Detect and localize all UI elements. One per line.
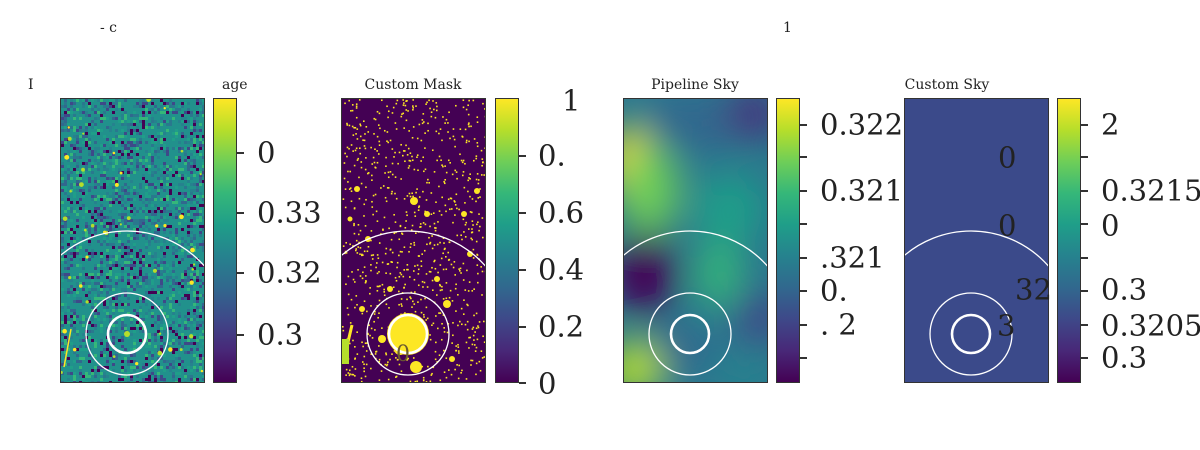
cbar-tick [237,152,244,154]
cbar-tick [800,190,807,192]
colorbar-tick-label: 0.322 [820,107,904,142]
colorbar-tick-label: 0 [257,135,276,170]
cbar-tick [1081,124,1088,126]
cbar-tick [519,326,526,328]
cbar-tick [519,382,526,384]
colorbar-tick-label: 0.3 [1101,272,1148,307]
panel-custom-mask-colorbar [495,98,519,383]
cbar-tick [1081,357,1088,359]
cbar-tick [1081,290,1088,292]
colorbar-tick-label: 0.3 [1101,340,1148,375]
outer-annulus-arc [624,230,767,267]
panel-image-heatmap [60,98,205,383]
panel-custom-sky-title: Custom Sky [904,77,990,93]
custom-sky-overlay-label: 32 [1015,272,1052,307]
panel-pipeline-sky-heatmap [623,98,768,383]
annulus-circle [85,292,169,376]
aperture-circle [387,313,429,355]
figure-top-center-label: 1 [783,20,792,36]
annulus-circle [648,292,732,376]
colorbar-tick-label: 0. [538,138,566,173]
cbar-tick [800,257,807,259]
custom-sky-overlay-label: 3 [997,308,1016,343]
cbar-tick [237,212,244,214]
panel-custom-sky-colorbar [1057,98,1081,383]
panel-custom-sky-heatmap [904,98,1049,383]
custom-sky-field [905,230,1048,376]
colorbar-tick-label: 0.6 [538,195,585,230]
panel-image-title-left: I [28,77,34,93]
panel-image-title-right: age [222,77,248,93]
mask-speckle-field [342,99,485,382]
cbar-tick [800,223,807,225]
cbar-tick [237,334,244,336]
cbar-tick [519,269,526,271]
annulus-circle [929,292,1013,376]
cbar-tick [1081,324,1088,326]
cbar-tick [1081,156,1088,158]
panel-image-colorbar [213,98,237,383]
colorbar-tick-label: 0.3215 [1101,173,1200,208]
panel-custom-mask-title: Custom Mask [364,77,462,93]
colorbar-tick-label: 0 [538,366,557,401]
outer-annulus-arc [905,230,1048,267]
pipeline-sky-field [624,99,767,382]
cbar-tick [1081,223,1088,225]
cbar-tick [800,357,807,359]
cbar-tick [1081,257,1088,259]
colorbar-tick-label: 0.3 [257,317,304,352]
colorbar-tick-label: 0.3205 [1101,308,1200,343]
outer-annulus-arc [342,230,485,267]
cbar-tick [800,156,807,158]
panel-pipeline-sky-title: Pipeline Sky [651,77,739,93]
panel-custom-mask-heatmap [341,98,486,383]
cbar-tick [800,290,807,292]
colorbar-tick-label: 1 [562,83,581,118]
custom-sky-overlay-label: 0 [998,140,1017,175]
aperture-circle [106,313,148,355]
colorbar-tick-label: 0.2 [538,309,585,344]
cbar-tick [800,324,807,326]
panel-pipeline-sky-colorbar [776,98,800,383]
annulus-circle [366,292,450,376]
colorbar-tick-label: 0 [1101,208,1120,243]
cbar-tick [800,124,807,126]
colorbar-tick-label: . 2 [820,307,857,342]
image-noise-field [61,99,204,382]
cbar-tick [237,272,244,274]
colorbar-tick-label: 0.32 [257,255,322,290]
custom-sky-overlay-label: 0 [998,208,1017,243]
colorbar-tick-label: 0.4 [538,252,585,287]
aperture-circle [950,313,992,355]
cbar-tick [519,212,526,214]
figure-top-left-label: - c [100,20,118,36]
mask-overlay-label: 0 [396,342,410,367]
colorbar-tick-label: 0. [820,273,848,308]
cbar-tick [1081,190,1088,192]
colorbar-tick-label: 0.33 [257,195,322,230]
outer-annulus-arc [61,230,204,267]
cbar-tick [519,155,526,157]
colorbar-tick-label: .321 [820,240,885,275]
colorbar-tick-label: 2 [1101,107,1120,142]
aperture-circle [669,313,711,355]
